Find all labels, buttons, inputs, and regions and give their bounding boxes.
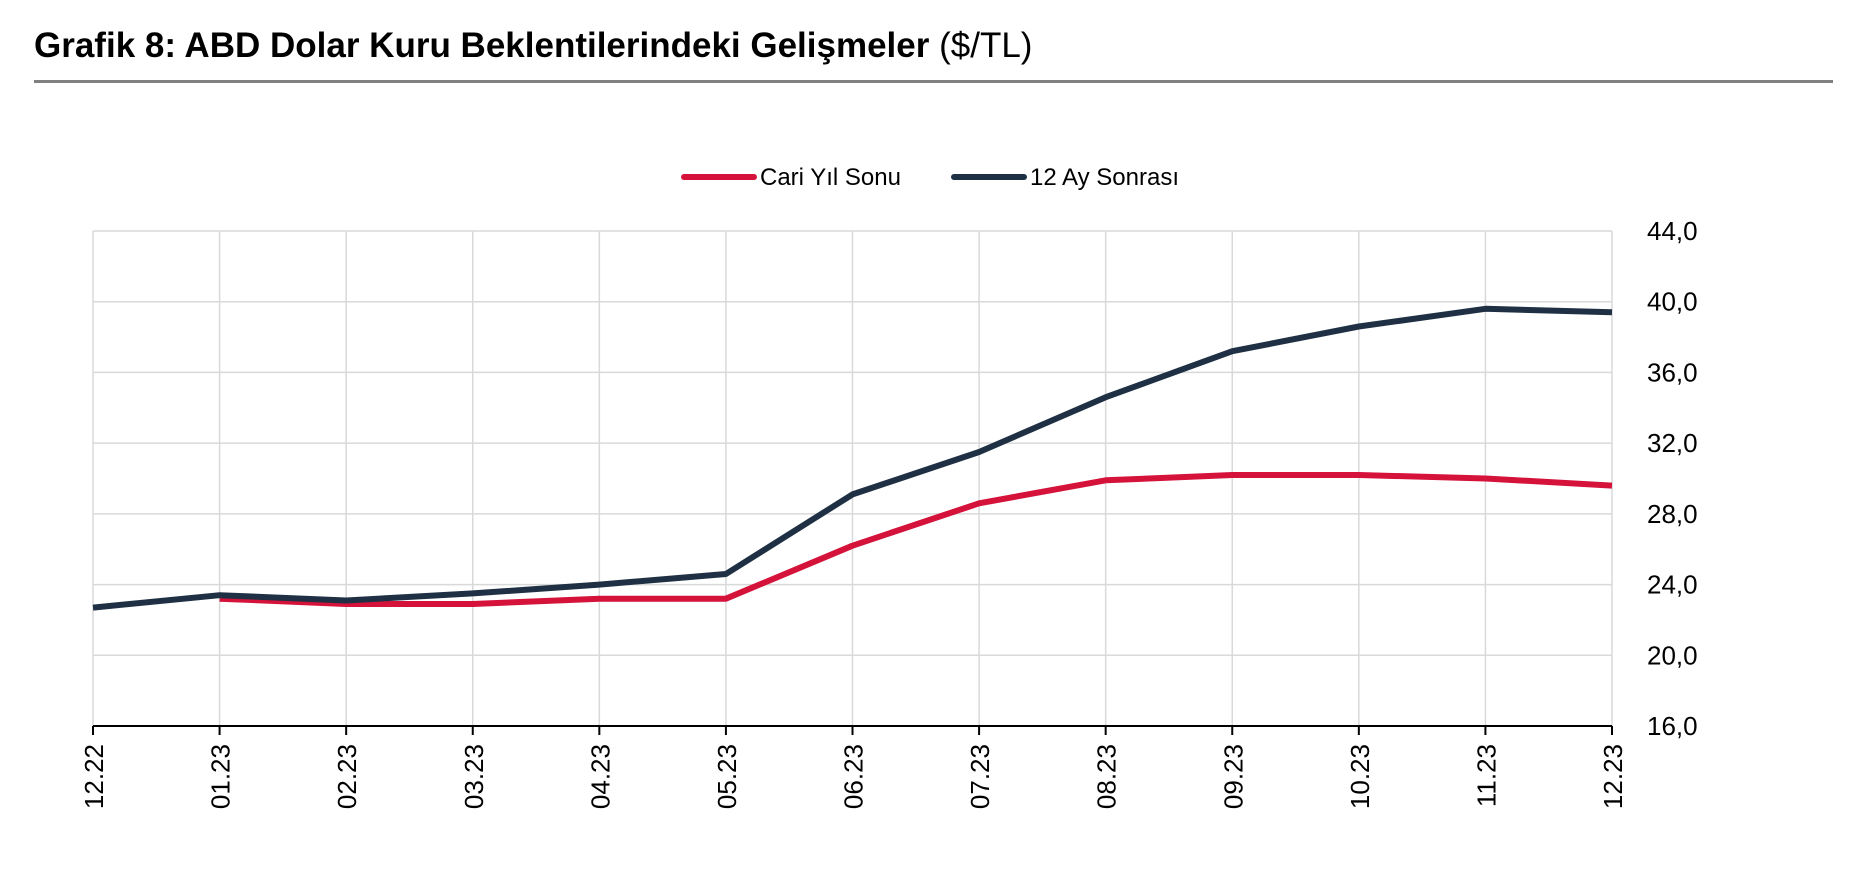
legend-label-0: Cari Yıl Sonu [760, 164, 901, 191]
x-tick-label: 01.23 [206, 744, 236, 809]
chart-legend: Cari Yıl Sonu 12 Ay Sonrası [681, 164, 1179, 191]
y-tick-label: 40,0 [1647, 287, 1698, 317]
y-tick-label: 28,0 [1647, 499, 1698, 529]
y-tick-label: 44,0 [1647, 216, 1698, 246]
x-tick-label: 08.23 [1092, 744, 1122, 809]
series-line-0 [219, 472, 1613, 607]
y-tick-label: 16,0 [1647, 711, 1698, 741]
x-tick-label: 06.23 [839, 744, 869, 809]
series-line-1 [92, 305, 1613, 611]
chart-axes: 16,0 20,0 24,0 28,0 32,0 36,0 40,0 44,0 12.22 01.… [79, 216, 1698, 809]
y-tick-label: 20,0 [1647, 640, 1698, 670]
x-tick-label: 07.23 [965, 744, 995, 809]
x-tick-label: 10.23 [1345, 744, 1375, 809]
x-tick-label: 03.23 [459, 744, 489, 809]
chart-title: Grafik 8: ABD Dolar Kuru Beklentilerinde… [34, 24, 1833, 68]
x-tick-label: 12.23 [1598, 744, 1628, 809]
x-tick-label: 05.23 [712, 744, 742, 809]
legend-label-1: 12 Ay Sonrası [1030, 164, 1179, 191]
x-tick-label: 02.23 [332, 744, 362, 809]
chart-series [92, 305, 1613, 611]
chart-title-text: Grafik 8: ABD Dolar Kuru Beklentilerinde… [34, 26, 930, 65]
x-tick-label: 11.23 [1471, 744, 1501, 807]
chart-title-unit: ($/TL) [939, 26, 1033, 65]
y-tick-label: 24,0 [1647, 570, 1698, 600]
y-tick-label: 36,0 [1647, 357, 1698, 387]
x-tick-label: 12.22 [79, 744, 109, 809]
y-tick-label: 32,0 [1647, 428, 1698, 458]
chart-header: Grafik 8: ABD Dolar Kuru Beklentilerinde… [34, 24, 1833, 83]
x-tick-label: 04.23 [585, 744, 615, 809]
x-tick-label: 09.23 [1218, 744, 1248, 809]
chart-grid [92, 230, 1613, 726]
